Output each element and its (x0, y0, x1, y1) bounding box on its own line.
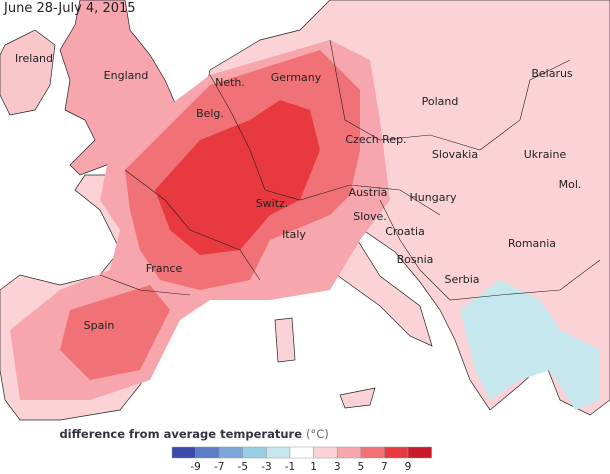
country-label: Slovakia (432, 148, 478, 161)
legend-swatch (313, 446, 338, 459)
legend-swatch (336, 446, 362, 459)
legend-title: difference from average temperature (59, 427, 302, 441)
country-label: Ireland (15, 52, 53, 65)
border (379, 199, 601, 301)
legend-tick-label: 5 (357, 461, 364, 473)
country-label: France (146, 262, 183, 275)
country-label: Austria (349, 186, 388, 199)
country-label: Croatia (385, 225, 425, 238)
country-label: Neth. (215, 76, 245, 89)
country-label: Switz. (256, 197, 289, 210)
country-label: Ukraine (524, 148, 567, 161)
border (124, 169, 261, 281)
legend-tick-label: 9 (405, 461, 412, 473)
legend-swatch (218, 446, 244, 459)
legend-swatch (266, 446, 291, 459)
anomaly (10, 40, 600, 410)
country-label: Italy (282, 228, 306, 241)
country-label: Serbia (444, 273, 479, 286)
legend-swatch (384, 446, 409, 459)
legend-swatch (289, 446, 314, 459)
legend-tick-label: -1 (285, 461, 295, 473)
country-labels: Ireland England Neth. Germany Belg. Poland Bel… (15, 52, 581, 332)
legend-tick-label: 7 (381, 461, 388, 473)
legend-tick-label: -3 (261, 461, 271, 473)
borders (99, 39, 601, 301)
country-label: Czech Rep. (345, 133, 406, 146)
country-label: Belarus (531, 67, 573, 80)
country-label: Poland (422, 95, 459, 108)
cool-zone (460, 280, 600, 410)
very-hot-zone (155, 100, 320, 255)
legend-tick-label: -5 (238, 461, 248, 473)
country-label: Slove. (353, 210, 387, 223)
legend-swatch (171, 446, 196, 459)
border (209, 74, 441, 216)
legend-swatch (407, 446, 432, 459)
country-label: Mol. (559, 178, 582, 191)
sardinia (274, 317, 296, 363)
ireland (0, 29, 56, 116)
border (99, 274, 191, 296)
legend-swatch (195, 446, 220, 459)
legend: difference from average temperature (°C)… (59, 427, 432, 473)
legend-tick-label: -7 (214, 461, 224, 473)
legend-swatch (242, 446, 267, 459)
country-label: Hungary (410, 191, 457, 204)
legend-tick-label: 1 (310, 461, 317, 473)
country-label: Spain (84, 319, 115, 332)
country-label: Belg. (196, 107, 224, 120)
country-label: Romania (508, 237, 556, 250)
country-label: England (104, 69, 149, 82)
legend-swatch (360, 446, 385, 459)
country-label: Bosnia (397, 253, 434, 266)
map-title: June 28-July 4, 2015 (3, 1, 136, 16)
country-label: Germany (271, 71, 322, 84)
legend-tick-label: -9 (190, 461, 200, 473)
legend-unit: (°C) (306, 427, 329, 441)
border (329, 39, 571, 151)
legend-tick-label: 3 (334, 461, 341, 473)
italy-sicily (339, 387, 376, 409)
